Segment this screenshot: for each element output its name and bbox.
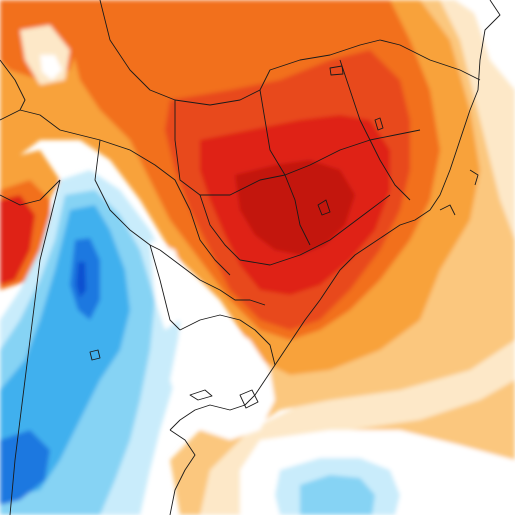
country-borders <box>0 0 501 515</box>
border-brazil-states1 <box>174 100 421 196</box>
border-peru <box>0 179 61 206</box>
coastline-brazil <box>254 0 501 396</box>
border-chile-argentina <box>9 179 61 515</box>
zone-ocean-white-ne <box>455 0 515 40</box>
border-argentina-interior <box>149 244 181 331</box>
coastline-argentina <box>169 429 196 515</box>
border-goias <box>199 194 241 261</box>
coast-detail-ne <box>469 169 479 186</box>
lake-shape-2 <box>374 117 384 131</box>
zone-white-spot <box>40 55 62 80</box>
border-uruguay-brazil <box>179 314 276 366</box>
border-brazil-states4 <box>239 194 391 266</box>
border-bolivia <box>0 109 101 141</box>
lake-shape-6 <box>239 389 259 409</box>
border-brazil-states2 <box>259 89 311 246</box>
border-paraguay-south <box>159 249 266 306</box>
zone-ocean-light-blue <box>300 475 375 515</box>
border-paraguay <box>99 139 231 276</box>
border-bolivia-west <box>0 59 26 111</box>
border-brazil-states3 <box>339 59 411 201</box>
zone-dark-red <box>235 160 355 255</box>
lake-shape-5 <box>189 389 213 401</box>
lake-shape-3 <box>317 199 331 216</box>
border-argentina-north <box>94 139 161 251</box>
border-brazil-west <box>99 0 481 106</box>
lake-shape-4 <box>89 349 101 361</box>
zone-pale-peach <box>180 0 515 515</box>
lake-shape-1 <box>329 65 344 76</box>
zone-deep-blue <box>76 262 86 298</box>
zone-red-west <box>0 195 35 285</box>
coast-detail-se <box>439 204 456 216</box>
